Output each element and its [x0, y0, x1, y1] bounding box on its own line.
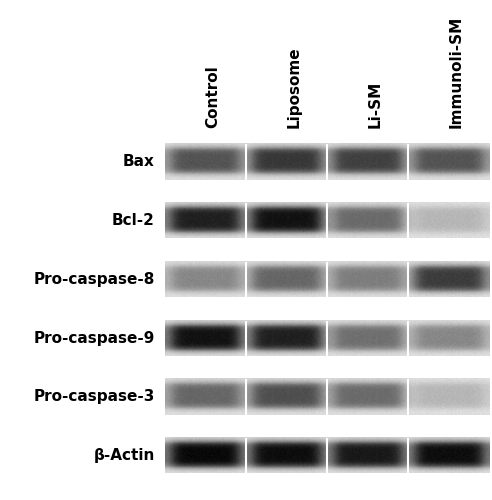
Text: β-Actin: β-Actin — [93, 448, 155, 463]
Text: Liposome: Liposome — [287, 46, 302, 128]
Text: Bcl-2: Bcl-2 — [112, 213, 155, 228]
Bar — [165, 262, 490, 297]
Text: Pro-caspase-8: Pro-caspase-8 — [33, 272, 155, 287]
Text: Pro-caspase-3: Pro-caspase-3 — [33, 390, 155, 404]
Text: Control: Control — [206, 64, 220, 128]
Bar — [165, 203, 490, 238]
Text: Li-SM: Li-SM — [368, 80, 383, 128]
Bar — [165, 438, 490, 473]
Text: Pro-caspase-9: Pro-caspase-9 — [33, 330, 155, 345]
Bar — [165, 144, 490, 180]
Bar — [165, 379, 490, 414]
Text: Bax: Bax — [123, 154, 155, 170]
Bar — [165, 320, 490, 356]
Text: Immunoli-SM: Immunoli-SM — [449, 15, 464, 128]
